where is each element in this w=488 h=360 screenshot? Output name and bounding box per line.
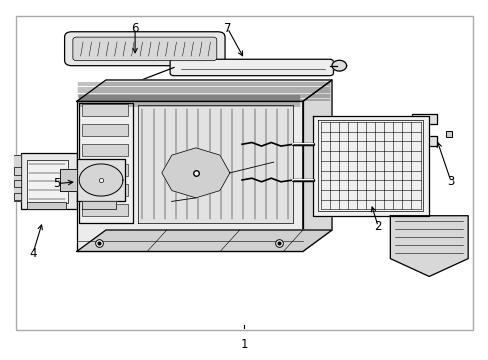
FancyBboxPatch shape — [64, 32, 224, 66]
FancyBboxPatch shape — [170, 59, 333, 76]
Bar — [81, 104, 127, 116]
Bar — [81, 144, 127, 157]
Polygon shape — [389, 216, 467, 276]
Text: 5: 5 — [54, 177, 61, 190]
Bar — [81, 164, 127, 176]
Bar — [21, 153, 77, 208]
Bar — [27, 160, 68, 203]
Polygon shape — [312, 116, 428, 216]
Polygon shape — [81, 202, 116, 208]
Bar — [27, 202, 65, 208]
Polygon shape — [14, 155, 21, 202]
Text: 6: 6 — [131, 22, 139, 35]
Text: 1: 1 — [240, 338, 248, 351]
Bar — [81, 204, 127, 216]
Bar — [16, 16, 472, 330]
Polygon shape — [77, 230, 331, 251]
Polygon shape — [79, 103, 132, 223]
Polygon shape — [331, 60, 346, 71]
Polygon shape — [137, 105, 292, 223]
Polygon shape — [77, 80, 331, 102]
Text: 3: 3 — [447, 175, 454, 188]
Bar — [81, 184, 127, 197]
Polygon shape — [77, 102, 302, 251]
Polygon shape — [411, 114, 436, 146]
Text: 7: 7 — [224, 22, 231, 35]
Bar — [81, 124, 127, 136]
FancyBboxPatch shape — [73, 37, 216, 61]
Polygon shape — [60, 169, 77, 191]
Text: 2: 2 — [374, 220, 381, 233]
Polygon shape — [302, 80, 331, 251]
Text: 4: 4 — [29, 247, 37, 260]
Polygon shape — [79, 164, 122, 196]
Polygon shape — [77, 158, 125, 202]
Polygon shape — [162, 148, 229, 198]
